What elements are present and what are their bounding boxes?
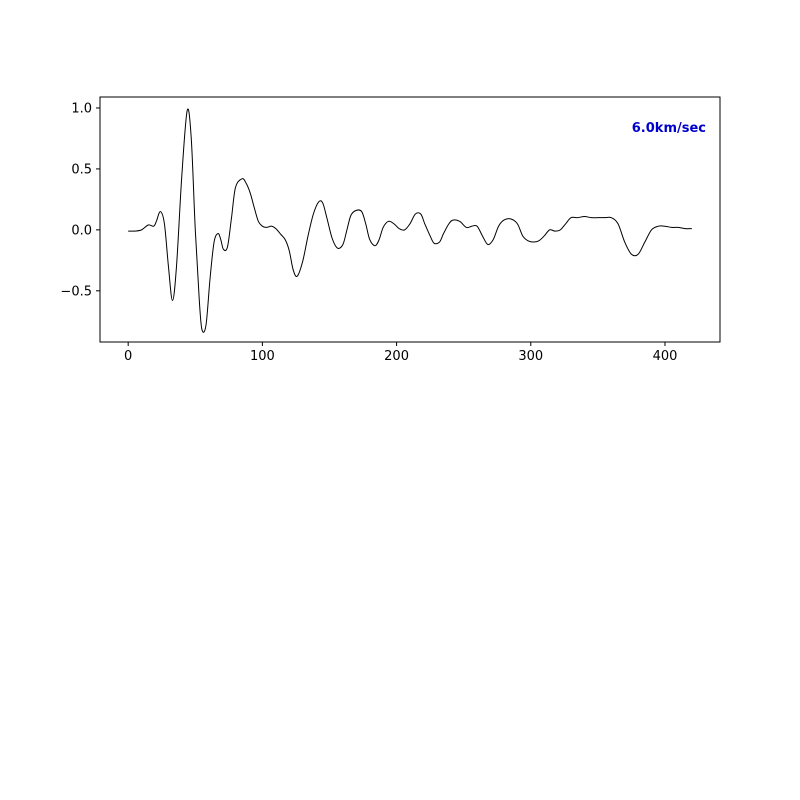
y-tick-label: −0.5 [60,284,92,299]
waveform-line [128,108,692,333]
y-axis: 1.0 0.5 0.0 −0.5 [60,101,100,299]
x-tick-label: 300 [518,349,543,364]
y-tick-label: 1.0 [71,101,92,116]
plot-frame [99,96,721,343]
x-tick-label: 400 [653,349,678,364]
x-tick-label: 200 [384,349,409,364]
x-axis: 0 100 200 300 400 [124,342,677,364]
y-tick-label: 0.0 [71,223,92,238]
x-tick-label: 100 [250,349,275,364]
y-tick-label: 0.5 [71,162,92,177]
velocity-annotation: 6.0km/sec [632,121,706,136]
x-tick-label: 0 [124,349,132,364]
